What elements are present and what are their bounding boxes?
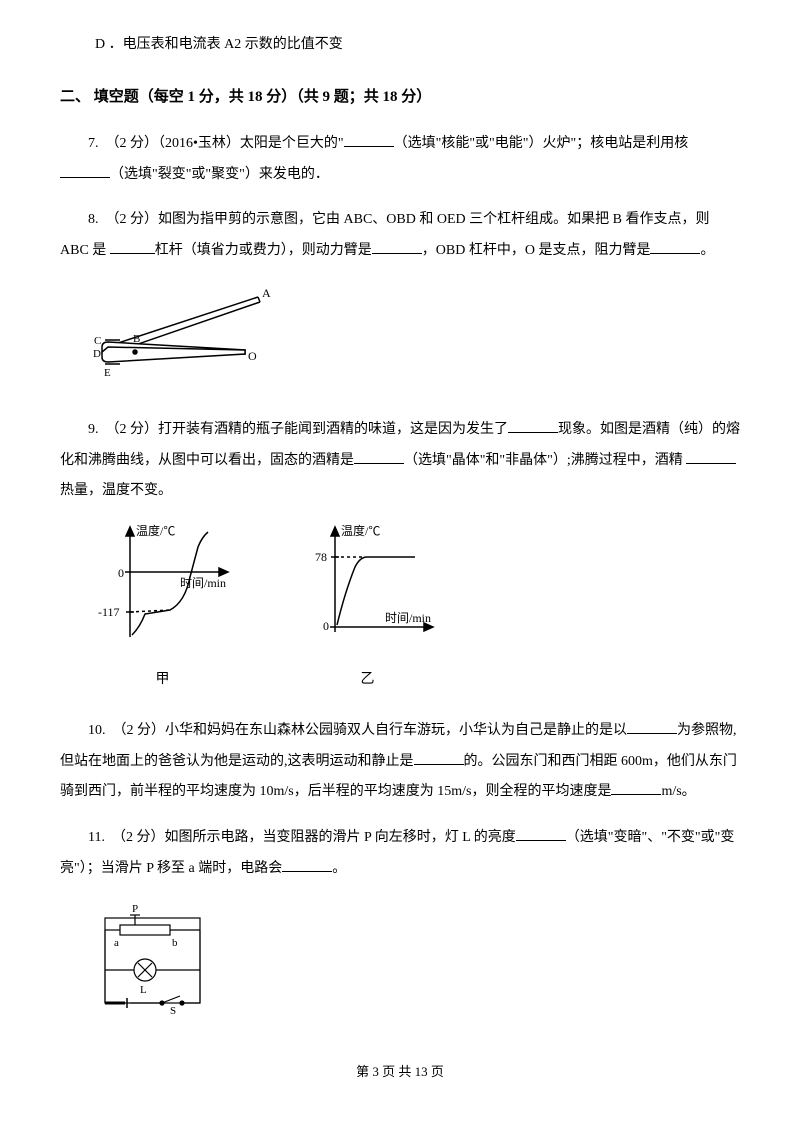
q11-text-3: 。 [332, 861, 346, 876]
q7-text-1: 7. （2 分）（2016•玉林）太阳是个巨大的" [88, 136, 344, 151]
q9-text-3: （选填"晶体"和"非晶体"）;沸腾过程中，酒精 [404, 453, 683, 468]
q7-text-2: （选填"核能"或"电能"）火炉"；核电站是利用核 [394, 136, 689, 151]
q11-blank-2 [282, 858, 332, 872]
label-S: S [170, 1005, 176, 1015]
label-C: C [94, 335, 101, 347]
label-P: P [132, 903, 138, 915]
q11-blank-1 [516, 827, 566, 841]
nail-clipper-figure: A B C D E O [90, 282, 740, 395]
chart-left: 温度/℃ 0 -117 时间/min 甲 [90, 522, 235, 696]
q10-text-4: m/s。 [661, 784, 695, 799]
q8-blank-1 [110, 240, 155, 254]
q9-blank-3 [686, 450, 736, 464]
option-d: D ．电压表和电流表 A2 示数的比值不变 [95, 30, 740, 61]
page-footer: 第 3 页 共 13 页 [60, 1058, 740, 1087]
chart-right: 温度/℃ 78 0 时间/min 乙 [295, 522, 440, 696]
chart2-ylabel: 温度/℃ [341, 523, 380, 538]
section-title: 二、 填空题（每空 1 分，共 18 分）（共 9 题；共 18 分） [60, 81, 740, 114]
circuit-figure: P a b L S [90, 900, 740, 1028]
q7-blank-2 [60, 164, 110, 178]
label-a: a [114, 937, 119, 949]
question-7: 7. （2 分）（2016•玉林）太阳是个巨大的" （选填"核能"或"电能"）火炉… [60, 129, 740, 191]
q10-blank-3 [611, 781, 661, 795]
q8-text-4: 。 [700, 243, 714, 258]
charts-row: 温度/℃ 0 -117 时间/min 甲 温度/℃ 78 0 时间/min 乙 [90, 522, 740, 696]
question-9: 9. （2 分）打开装有酒精的瓶子能闻到酒精的味道，这是因为发生了现象。如图是酒… [60, 415, 740, 507]
label-L: L [140, 984, 147, 996]
q10-blank-1 [627, 720, 677, 734]
question-10: 10. （2 分）小华和妈妈在东山森林公园骑双人自行车游玩，小华认为自己是静止的… [60, 716, 740, 808]
q9-text-1: 9. （2 分）打开装有酒精的瓶子能闻到酒精的味道，这是因为发生了 [88, 422, 508, 437]
q8-text-3: ，OBD 杠杆中，O 是支点，阻力臂是 [422, 243, 651, 258]
chart1-zero: 0 [118, 566, 124, 580]
chart1-caption: 甲 [90, 665, 235, 696]
label-O: O [248, 349, 257, 363]
q10-text-1: 10. （2 分）小华和妈妈在东山森林公园骑双人自行车游玩，小华认为自己是静止的… [88, 723, 627, 738]
chart2-zero: 0 [323, 619, 329, 633]
label-b: b [172, 937, 178, 949]
q11-text-1: 11. （2 分）如图所示电路，当变阻器的滑片 P 向左移时，灯 L 的亮度 [88, 830, 516, 845]
q9-blank-2 [354, 450, 404, 464]
question-8: 8. （2 分）如图为指甲剪的示意图，它由 ABC、OBD 和 OED 三个杠杆… [60, 205, 740, 267]
q10-blank-2 [414, 751, 464, 765]
label-E: E [104, 367, 111, 379]
q7-blank-1 [344, 133, 394, 147]
q8-blank-2 [372, 240, 422, 254]
label-A: A [262, 286, 271, 300]
q9-text-4: 热量，温度不变。 [60, 483, 172, 498]
chart2-xlabel: 时间/min [385, 611, 431, 625]
chart1-ylabel: 温度/℃ [136, 523, 175, 538]
label-D: D [93, 348, 101, 360]
chart2-78: 78 [315, 550, 327, 564]
chart1-xlabel: 时间/min [180, 576, 226, 590]
q9-blank-1 [508, 419, 558, 433]
q7-text-3: （选填"裂变"或"聚变"）来发电的． [110, 167, 329, 182]
q8-text-2: 杠杆（填省力或费力），则动力臂是 [155, 243, 372, 258]
q8-blank-3 [650, 240, 700, 254]
label-B: B [133, 333, 140, 345]
question-11: 11. （2 分）如图所示电路，当变阻器的滑片 P 向左移时，灯 L 的亮度（选… [60, 823, 740, 885]
chart1-neg117: -117 [98, 605, 120, 619]
chart2-caption: 乙 [295, 665, 440, 696]
